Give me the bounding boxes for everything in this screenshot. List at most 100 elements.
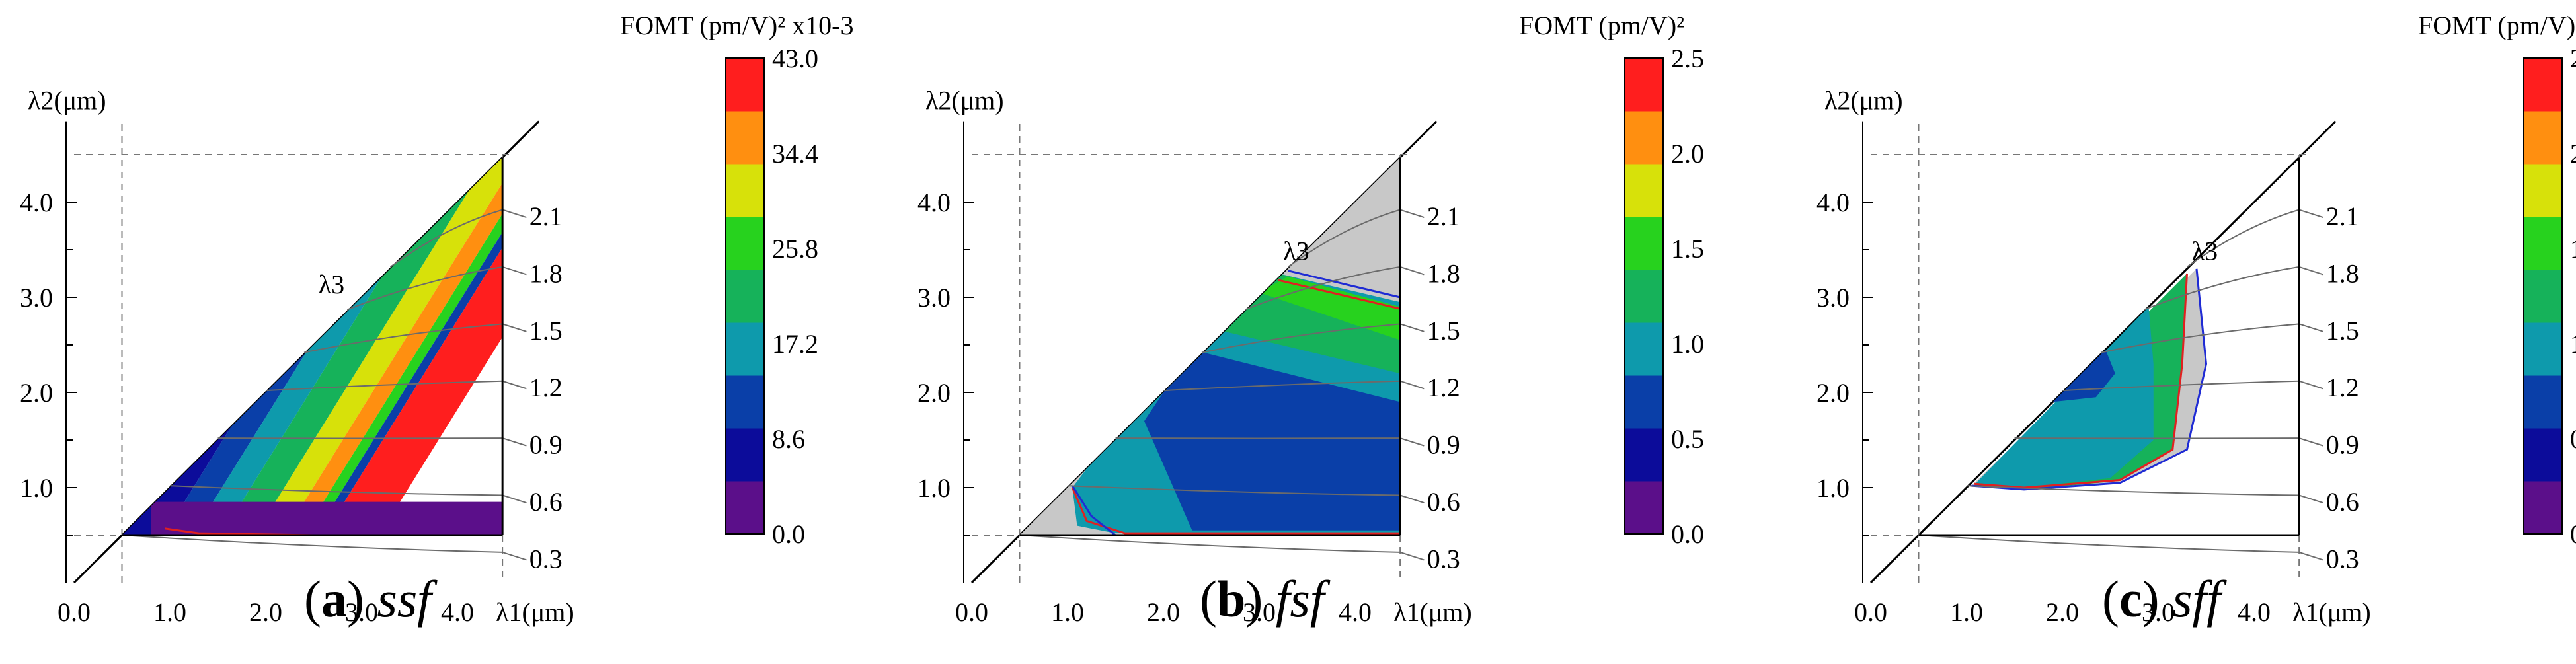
colorbar-frame [725, 57, 765, 535]
lambda3-contour-6 [389, 209, 527, 268]
lambda3-contour-3 [265, 380, 527, 392]
lambda3-contour-label-4: 1.5 [2326, 316, 2359, 346]
lambda3-contour-2 [1115, 437, 1425, 447]
edge-red-top [1278, 279, 1401, 310]
colorbar-band-5 [726, 217, 764, 270]
colorbar-tick-3: 1.0 [1671, 329, 1704, 359]
heat-band-base [151, 501, 503, 535]
colorbar-band-6 [726, 164, 764, 217]
lambda3-contour-label-5: 1.8 [1427, 258, 1460, 288]
lambda3-contour-label-5: 1.8 [529, 258, 563, 288]
colorbar-band-1 [2524, 428, 2562, 482]
lambda3-contour-label-4: 1.5 [529, 316, 563, 346]
y-tick-label-3: 4.0 [917, 188, 951, 217]
heatmap-fill [1971, 268, 2208, 491]
lambda3-label: λ3 [2192, 237, 2218, 266]
lambda3-contour-4 [303, 323, 527, 353]
lambda3-contour-5 [1244, 266, 1425, 311]
colorbar-frame [2523, 57, 2563, 535]
lambda3-contour-2 [2014, 437, 2323, 447]
colorbar-band-3 [1625, 322, 1663, 376]
colorbar-band-2 [2524, 375, 2562, 429]
colorbar-band-4 [2524, 270, 2562, 323]
colorbar-band-7 [1625, 111, 1663, 165]
caption-b-name: fsf [1275, 570, 1325, 628]
colorbar-band-3 [2524, 322, 2562, 376]
x-tick-label-2: 2.0 [1147, 597, 1180, 627]
lambda3-contour-label-1: 0.6 [1427, 487, 1460, 517]
colorbar-tick-0: 43.0 [772, 44, 818, 73]
caption-b: (b) fsf [1200, 570, 1325, 628]
colorbar-tick-2: 25.8 [772, 234, 818, 264]
x-tick-label-3: 3.0 [345, 597, 378, 627]
colorbar-tick-5: 0.0 [2570, 519, 2576, 549]
colorbar-band-0 [1625, 481, 1663, 535]
x-tick-label-1: 1.0 [1950, 597, 1983, 627]
colorbar-band-8 [1625, 58, 1663, 112]
y-tick-label-2: 3.0 [1816, 283, 1850, 313]
lambda3-contour-label-2: 0.9 [2326, 430, 2359, 460]
heat-band-8 [296, 157, 503, 535]
colorbar-band-3 [726, 322, 764, 376]
lambda3-contour-label-5: 1.8 [2326, 258, 2359, 288]
lambda3-contour-4 [1201, 323, 1425, 353]
edge-blue-top [1288, 270, 1401, 299]
lambda3-contour-1 [1966, 485, 2323, 503]
panel-b: 0.3 0.6 0.9 1.2 1.5 1.8 2.1 λ3 1.0 2.0 3.0 4.0 0.0 1.… [917, 11, 1704, 627]
lambda3-contour-label-4: 1.5 [1427, 316, 1460, 346]
lambda3-contour-label-0: 0.3 [529, 544, 563, 573]
lambda3-contour-0 [1918, 535, 2323, 561]
colorbar-band-4 [1625, 270, 1663, 323]
colorbar-tick-4: 0.5 [1671, 424, 1704, 454]
colorbar-title: FOMT (pm/V)² [1519, 11, 1684, 40]
colorbar-tick-3: 17.2 [772, 329, 818, 359]
colorbar-tick-1: 2.0 [2570, 139, 2576, 168]
heat-band-6 [266, 157, 503, 535]
lambda3-contour-1 [1067, 485, 1425, 503]
edge-blue [1071, 485, 1116, 535]
colorbar-tick-2: 1.5 [1671, 234, 1704, 264]
lambda3-contour-label-2: 0.9 [1427, 430, 1460, 460]
colorbar-tick-0: 2.5 [1671, 44, 1704, 73]
x-tick-label-2: 2.0 [249, 597, 282, 627]
colorbar-tick-1: 2.0 [1671, 139, 1704, 168]
lambda3-contour-1 [169, 485, 527, 503]
heat-band-5 [237, 157, 503, 535]
x-tick-label-2: 2.0 [2046, 597, 2079, 627]
x-tick-label-1: 1.0 [153, 597, 186, 627]
colorbar-band-6 [2524, 164, 2562, 217]
lambda3-contour-0 [122, 535, 527, 561]
lambda3-label: λ3 [319, 270, 344, 299]
colorbar-band-8 [726, 58, 764, 112]
panel-a: 0.3 0.6 0.9 1.2 1.5 1.8 2.1 λ3 1.0 2.0 3.0 4.0 0.0 1.… [20, 11, 853, 627]
lambda3-contour-2 [217, 437, 527, 447]
colorbar-band-1 [1625, 428, 1663, 482]
lambda3-contour-5 [2143, 266, 2323, 311]
caption-a: (a) ssf [304, 570, 432, 628]
colorbar-tick-5: 0.0 [1671, 519, 1704, 549]
lambda3-contour-label-3: 1.2 [529, 373, 563, 402]
heatmap-fill [1019, 157, 1401, 535]
colorbar-band-5 [2524, 217, 2562, 270]
lambda3-contour-6 [2186, 209, 2323, 268]
colorbar-band-4 [726, 270, 764, 323]
y-tick-label-3: 4.0 [20, 188, 53, 217]
caption-c: (c) sff [2102, 570, 2221, 628]
lambda3-label: λ3 [1283, 237, 1309, 266]
heat-band-4 [203, 157, 503, 535]
caption-b-letter: b [1216, 570, 1246, 628]
y-tick-label-2: 3.0 [917, 283, 951, 313]
colorbar-tick-0: 2.5 [2570, 44, 2576, 73]
y-axis-label: λ2(μm) [925, 86, 1004, 116]
x-tick-label-3: 3.0 [2142, 597, 2175, 627]
colorbar-band-1 [726, 428, 764, 482]
y-tick-label-0: 1.0 [20, 473, 53, 503]
edge-blue [1971, 268, 2208, 491]
colorbar-tick-2: 1.5 [2570, 234, 2576, 264]
colorbar-tick-4: 8.6 [772, 424, 805, 454]
y-tick-label-0: 1.0 [1816, 473, 1850, 503]
lambda3-contour-0 [1019, 535, 1425, 561]
colorbar-tick-3: 1.0 [2570, 329, 2576, 359]
lambda3-contour-label-1: 0.6 [529, 487, 563, 517]
